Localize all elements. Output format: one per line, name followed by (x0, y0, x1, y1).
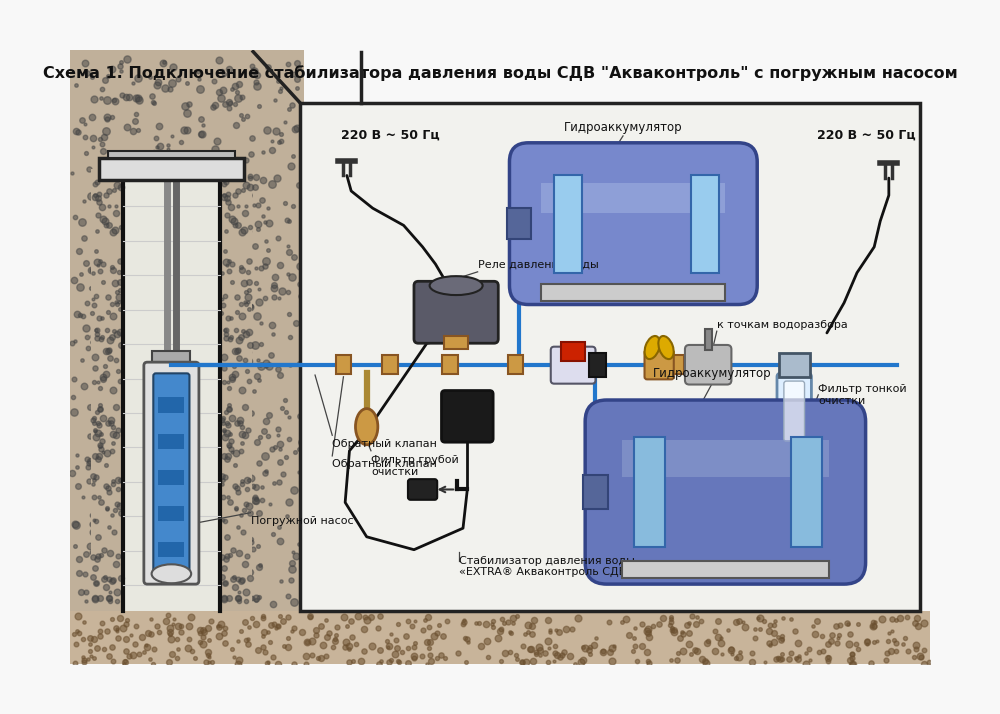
Ellipse shape (658, 336, 674, 359)
FancyBboxPatch shape (509, 143, 757, 305)
Bar (300, 104, 920, 610)
Text: 220 В ~ 50 Гц: 220 В ~ 50 Гц (817, 128, 915, 141)
Bar (220, 169, 252, 610)
Bar (705, 328, 712, 350)
FancyBboxPatch shape (551, 347, 595, 383)
Bar (70, 610, 930, 664)
Ellipse shape (430, 276, 483, 295)
FancyBboxPatch shape (784, 381, 805, 441)
Ellipse shape (152, 564, 191, 583)
Bar (561, 343, 585, 361)
Bar (691, 175, 719, 273)
Bar (583, 475, 608, 509)
FancyBboxPatch shape (685, 345, 731, 385)
Bar (158, 542, 184, 558)
Bar (622, 561, 829, 578)
Bar (158, 433, 184, 449)
FancyBboxPatch shape (408, 479, 437, 500)
Bar (714, 356, 730, 374)
Bar (152, 351, 190, 370)
Bar (444, 336, 468, 349)
Bar (158, 506, 184, 521)
FancyBboxPatch shape (442, 391, 493, 442)
Text: Реле давления воды: Реле давления воды (478, 260, 598, 270)
Bar (622, 441, 829, 476)
Text: Погружной насос: Погружной насос (251, 516, 353, 526)
Bar (70, 50, 304, 610)
Bar (99, 159, 244, 180)
FancyBboxPatch shape (645, 350, 674, 379)
Bar (585, 356, 601, 374)
Bar (507, 208, 531, 239)
Text: Обратный клапан: Обратный клапан (332, 438, 437, 448)
Bar (91, 169, 123, 610)
Bar (589, 353, 606, 377)
Bar (158, 470, 184, 486)
Bar (669, 356, 684, 374)
Ellipse shape (645, 336, 660, 359)
Bar (791, 437, 822, 547)
Bar (554, 175, 582, 273)
Text: Фильтр тонкой
очистки: Фильтр тонкой очистки (818, 384, 907, 406)
Text: Гидроаккумулятор: Гидроаккумулятор (653, 367, 772, 381)
Text: Обратный клапан: Обратный клапан (332, 459, 437, 469)
Bar (108, 151, 235, 159)
FancyBboxPatch shape (777, 373, 811, 451)
Bar (508, 356, 523, 374)
FancyBboxPatch shape (144, 362, 199, 584)
FancyBboxPatch shape (153, 373, 189, 573)
Bar (634, 437, 665, 547)
Bar (779, 353, 810, 377)
Bar (382, 356, 398, 374)
Text: к точкам водоразбора: к точкам водоразбора (717, 321, 848, 331)
Text: Гидроаккумулятор: Гидроаккумулятор (564, 121, 682, 134)
Bar (442, 356, 458, 374)
Bar (336, 356, 351, 374)
FancyBboxPatch shape (585, 400, 866, 584)
Bar (541, 183, 725, 213)
Text: Стабилизатор давления воды
«EXTRA® Акваконтроль СДВ»: Стабилизатор давления воды «EXTRA® Аквак… (459, 555, 635, 578)
Bar (541, 284, 725, 301)
Bar (158, 398, 184, 413)
Ellipse shape (355, 408, 378, 445)
FancyBboxPatch shape (414, 281, 498, 343)
Bar (123, 169, 220, 610)
Text: 220 В ~ 50 Гц: 220 В ~ 50 Гц (341, 128, 439, 141)
Text: Фильтр грубой
очистки: Фильтр грубой очистки (371, 455, 459, 477)
Text: Схема 1. Подключение стабилизатора давления воды СДВ "Акваконтроль" с погружным : Схема 1. Подключение стабилизатора давле… (43, 66, 957, 81)
